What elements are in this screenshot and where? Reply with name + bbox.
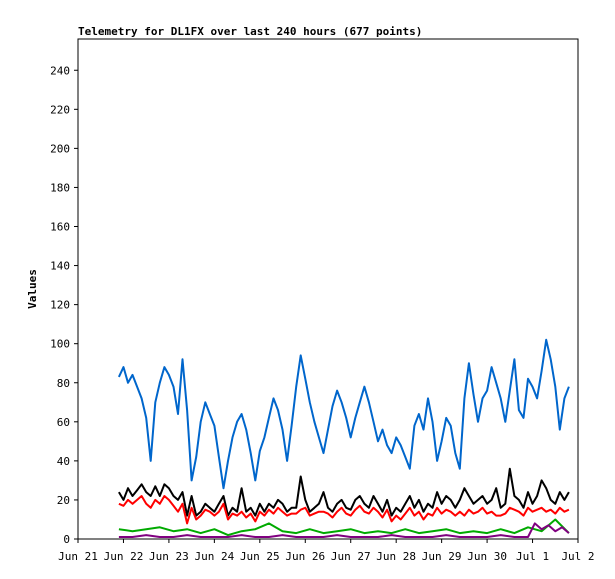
y-axis-label: Values <box>26 269 39 309</box>
series-line-5 <box>118 522 570 538</box>
x-tick-label: Jun 28 <box>376 550 416 563</box>
y-tick-label: 220 <box>50 103 70 116</box>
series-line-3 <box>118 495 570 525</box>
y-tick-label: 120 <box>50 299 70 312</box>
y-tick-label: 0 <box>63 533 70 546</box>
y-tick-label: 200 <box>50 142 70 155</box>
series-line-4 <box>118 518 570 537</box>
y-tick-label: 20 <box>57 494 70 507</box>
series-line-2 <box>118 467 570 517</box>
x-tick-label: Jun 22 <box>104 550 144 563</box>
y-tick-label: 40 <box>57 455 70 468</box>
x-tick-label: Jun 24 <box>194 550 234 563</box>
y-tick-label: 60 <box>57 416 70 429</box>
x-tick-label: Jun 29 <box>422 550 462 563</box>
axis-layer: 0 20 40 60 80 100 120 140 160 180 200 220 240 Jun 21 J… <box>50 64 594 563</box>
y-tick-label: 160 <box>50 221 70 234</box>
plot-frame <box>77 38 579 540</box>
y-tick-label: 80 <box>57 377 70 390</box>
y-tick-label: 140 <box>50 260 70 273</box>
series-layer <box>117 338 570 538</box>
x-tick-label: Jun 21 <box>58 550 98 563</box>
x-tick-label: Jul 1 <box>516 550 549 563</box>
y-tick-label: 100 <box>50 338 70 351</box>
x-tick-label: Jun 25 <box>240 550 280 563</box>
series-line-1 <box>117 338 570 490</box>
x-tick-label: Jul 2 <box>561 550 594 563</box>
x-tick-label: Jun 30 <box>467 550 507 563</box>
x-tick-label: Jun 27 <box>331 550 371 563</box>
y-tick-label: 240 <box>50 64 70 77</box>
y-tick-label: 180 <box>50 181 70 194</box>
chart-title: Telemetry for DL1FX over last 240 hours … <box>78 25 422 38</box>
x-tick-label: Jun 23 <box>149 550 189 563</box>
x-tick-label: Jun 26 <box>285 550 325 563</box>
